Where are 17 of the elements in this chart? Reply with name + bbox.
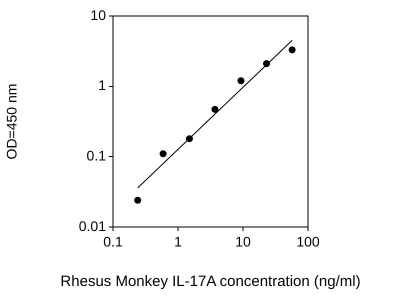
y-tick-label: 0.01	[78, 218, 106, 234]
x-tick-label: 1	[174, 233, 182, 250]
y-tick-label: 1	[98, 77, 106, 94]
point	[134, 196, 142, 204]
point	[186, 135, 193, 142]
point	[160, 150, 167, 158]
point	[263, 60, 270, 68]
x-tick-label: 0.1	[103, 233, 123, 250]
x-tick-label: 10	[235, 233, 251, 250]
point	[237, 77, 244, 84]
x-axis-title: Rhesus Monkey IL-17A concentration (ng/ml)	[60, 273, 361, 290]
y-axis-title: OD=450 nm	[3, 84, 20, 160]
y-tick-label: 10	[90, 6, 106, 23]
y-tick-label: 0.1	[86, 148, 106, 164]
point	[211, 106, 218, 113]
point	[288, 46, 296, 54]
x-tick-label: 100	[296, 233, 320, 250]
